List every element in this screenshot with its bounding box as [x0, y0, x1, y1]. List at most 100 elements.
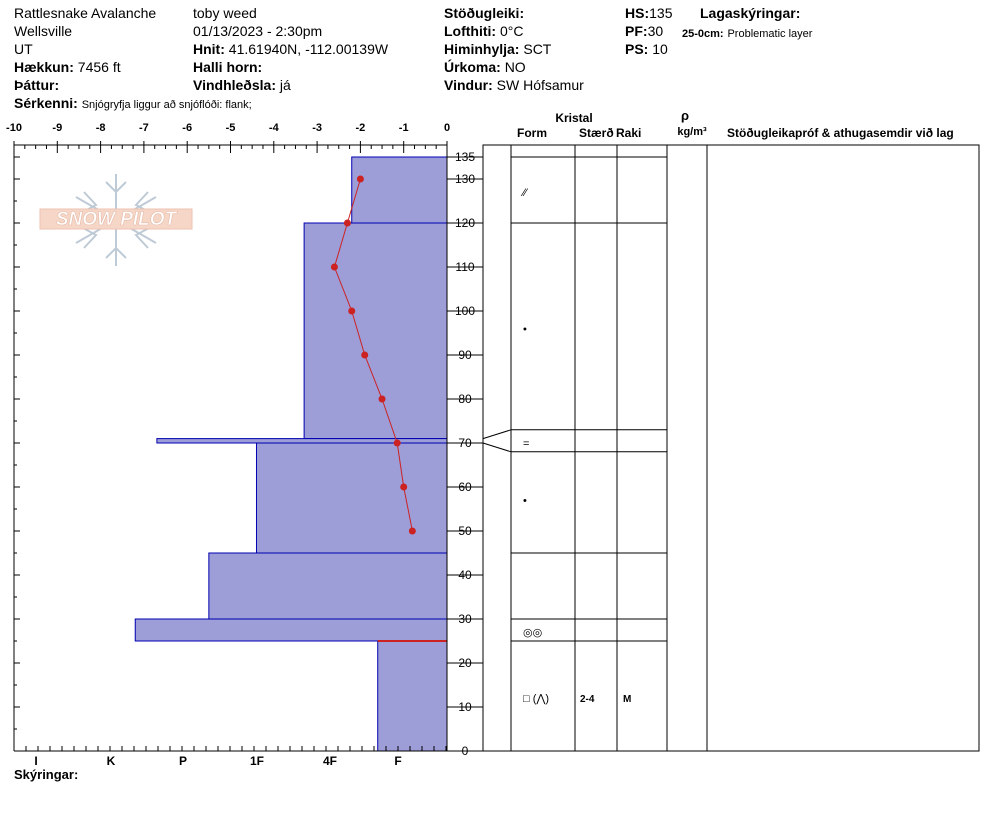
height-tick-label: 0 — [462, 744, 469, 758]
hardness-layer — [208, 552, 448, 620]
height-tick-label: 120 — [455, 216, 475, 230]
crystal-form: • — [523, 495, 527, 507]
height-tick-label: 110 — [455, 260, 474, 274]
sky-row: Himinhylja: SCT — [444, 41, 551, 57]
air-temp-row: Lofthiti: 0°C — [444, 23, 523, 39]
coords-value: 41.61940N, -112.00139W — [228, 41, 389, 57]
aspect-label: Þáttur: — [14, 77, 60, 93]
temperature-point — [408, 527, 416, 535]
crystal-header: Kristal — [555, 111, 592, 125]
air-temp-label: Lofthiti: — [444, 23, 497, 39]
temperature-point — [361, 351, 369, 359]
hs-row: HS:135 — [625, 5, 672, 21]
temperature-point — [343, 219, 351, 227]
height-tick-label: 130 — [455, 172, 475, 186]
location: Rattlesnake Avalanche — [14, 5, 157, 21]
hardness-label: K — [107, 754, 116, 768]
crystal-form: ◎◎ — [523, 627, 542, 639]
hardness-layer — [134, 618, 448, 642]
height-tick-label: 10 — [458, 700, 472, 714]
logo-text: SNOW PILOT — [56, 209, 178, 230]
coords-label: Hnit: — [193, 41, 225, 57]
temp-tick-label: -1 — [399, 122, 409, 134]
sky-label: Himinhylja: — [444, 41, 520, 57]
hardness-label: P — [179, 754, 187, 768]
tests-header: Stöðugleikapróf & athugasemdir við lag — [727, 126, 954, 140]
layer-note-range: 25-0cm: — [682, 28, 724, 40]
height-tick-label: 60 — [458, 480, 472, 494]
features-value: Snjógryfja liggur að snjóflóði: flank; — [81, 99, 252, 111]
stability-label: Stöðugleiki: — [444, 5, 525, 21]
form-header: Form — [517, 126, 547, 140]
remarks-label: Skýringar: — [14, 767, 78, 782]
coords-row: Hnit: 41.61940N, -112.00139W — [193, 41, 388, 57]
hardness-layer — [255, 442, 448, 554]
precip-value: NO — [504, 59, 526, 75]
temp-tick-label: -5 — [226, 122, 236, 134]
layer-note-row: 25-0cm: Problematic layer — [682, 24, 812, 42]
sky-value: SCT — [523, 41, 552, 57]
pf-label: PF: — [625, 23, 648, 39]
rho-header: ρ — [681, 108, 689, 123]
temp-tick-label: -6 — [182, 122, 192, 134]
height-tick-label: 40 — [458, 568, 472, 582]
layer-boundaries — [482, 156, 667, 642]
height-tick-label: 30 — [458, 612, 472, 626]
observer: toby weed — [193, 5, 257, 21]
air-temp-value: 0°C — [499, 23, 524, 39]
thin-layer-connector — [482, 429, 512, 440]
pf-row: PF:30 — [625, 23, 663, 39]
temperature-point — [348, 307, 356, 315]
crystal-form: □ (⋀) — [523, 693, 549, 705]
wind-loading-row: Vindhleðsla: já — [193, 77, 291, 93]
datetime: 01/13/2023 - 2:30pm — [193, 23, 323, 39]
size-header: Stærð — [579, 126, 614, 140]
temp-tick-label: -3 — [312, 122, 322, 134]
state: UT — [14, 41, 33, 57]
height-tick-label: 70 — [458, 436, 472, 450]
wind-loading-value: já — [279, 77, 291, 93]
temp-tick-label: -8 — [96, 122, 106, 134]
layer-note-text: Problematic layer — [727, 28, 813, 40]
height-ticks: 0 10 20 30 40 50 60 70 80 90 100 110 120 130 135 — [14, 150, 483, 758]
hardness-layer — [156, 438, 448, 444]
crystal-columns: ⁄⁄ • = • ◎◎ □ (⋀) 2-4 M — [520, 187, 631, 705]
crystal-moisture: M — [623, 694, 631, 705]
temperature-ticks: -10 -9 -8 -7 -6 -5 -4 -3 -2 -1 0 — [6, 122, 450, 751]
table-frame — [482, 144, 980, 752]
ps-value: 10 — [652, 41, 668, 57]
layer-notes-label: Lagaskýringar: — [700, 5, 801, 21]
wind-value: SW Hófsamur — [496, 77, 584, 93]
temp-tick-label: -7 — [139, 122, 149, 134]
temp-tick-label: -10 — [6, 122, 22, 134]
area: Wellsville — [14, 23, 73, 39]
temp-tick-label: 0 — [444, 122, 450, 134]
features-row: Sérkenni: Snjógryfja liggur að snjóflóði… — [14, 95, 252, 113]
chart-frame — [13, 144, 980, 752]
hs-label: HS: — [625, 5, 650, 21]
height-tick-label: 50 — [458, 524, 472, 538]
hardness-label: F — [394, 754, 401, 768]
height-tick-label: 100 — [455, 304, 475, 318]
elevation-value: 7456 ft — [77, 59, 121, 75]
hardness-layer — [303, 222, 448, 440]
pf-value: 30 — [647, 23, 664, 39]
hardness-label: 1F — [250, 754, 264, 768]
crystal-form: = — [523, 438, 529, 450]
height-tick-label: 135 — [455, 150, 475, 164]
slope-label: Halli horn: — [193, 59, 263, 75]
hardness-label: 4F — [323, 754, 337, 768]
hardness-layer — [351, 156, 448, 224]
temperature-point — [356, 175, 364, 183]
wind-label: Vindur: — [444, 77, 493, 93]
logo-banner — [39, 208, 193, 230]
temperature-point — [400, 483, 408, 491]
ps-label: PS: — [625, 41, 649, 57]
precip-label: Úrkoma: — [444, 59, 501, 75]
height-tick-label: 80 — [458, 392, 472, 406]
wind-row: Vindur: SW Hófsamur — [444, 77, 584, 93]
temperature-point — [378, 395, 386, 403]
wind-loading-label: Vindhleðsla: — [193, 77, 276, 93]
hardness-layer — [377, 640, 448, 752]
